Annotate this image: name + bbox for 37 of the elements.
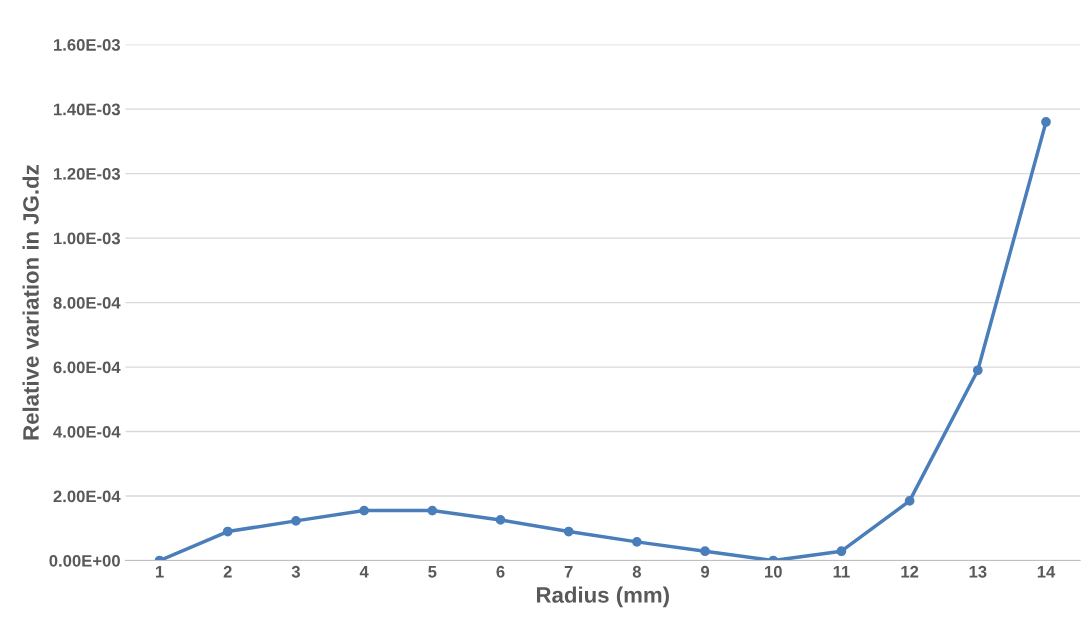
point <box>427 505 438 516</box>
point <box>563 526 574 537</box>
x-tick-label: 1 <box>155 566 164 578</box>
point <box>700 546 710 557</box>
x-tick-label: 2 <box>223 565 232 578</box>
point <box>632 536 642 547</box>
point <box>222 526 233 537</box>
y-tick-label: 6.00E-04 <box>53 361 121 374</box>
x-tick-label: 12 <box>901 565 919 578</box>
point <box>1041 117 1051 127</box>
point <box>359 505 369 516</box>
y-tick-label: 1.60E-03 <box>54 38 121 51</box>
x-tick-label: 6 <box>496 565 505 578</box>
point <box>291 516 301 526</box>
y-tick-label: 8.00E-04 <box>53 296 121 309</box>
y-tick-label: 1.20E-03 <box>54 167 121 180</box>
x-tick-label: 7 <box>564 566 573 578</box>
y-tick-label: 1.40E-03 <box>54 103 121 116</box>
y-tick-label: 4.00E-04 <box>53 425 121 438</box>
point <box>972 365 983 376</box>
point <box>904 496 915 506</box>
point <box>495 515 506 525</box>
y-axis-title: Relative variation in JG.dz <box>22 165 39 440</box>
x-tick-label: 11 <box>833 566 850 578</box>
x-tick-label: 4 <box>359 566 369 578</box>
y-tick-label: 2.00E-04 <box>53 490 121 503</box>
x-tick-label: 13 <box>969 565 987 578</box>
x-tick-label: 8 <box>632 565 641 578</box>
x-tick-label: 5 <box>428 566 437 578</box>
x-tick-label: 3 <box>291 565 300 578</box>
x-axis-title: Radius (mm) <box>536 586 669 608</box>
y-tick-label: 1.00E-03 <box>54 232 121 245</box>
x-tick-label: 14 <box>1037 566 1056 578</box>
x-tick-label: 10 <box>765 565 782 578</box>
x-tick-label: 9 <box>701 565 710 578</box>
y-tick-label: 0.00E+00 <box>49 554 120 567</box>
point <box>836 546 847 557</box>
